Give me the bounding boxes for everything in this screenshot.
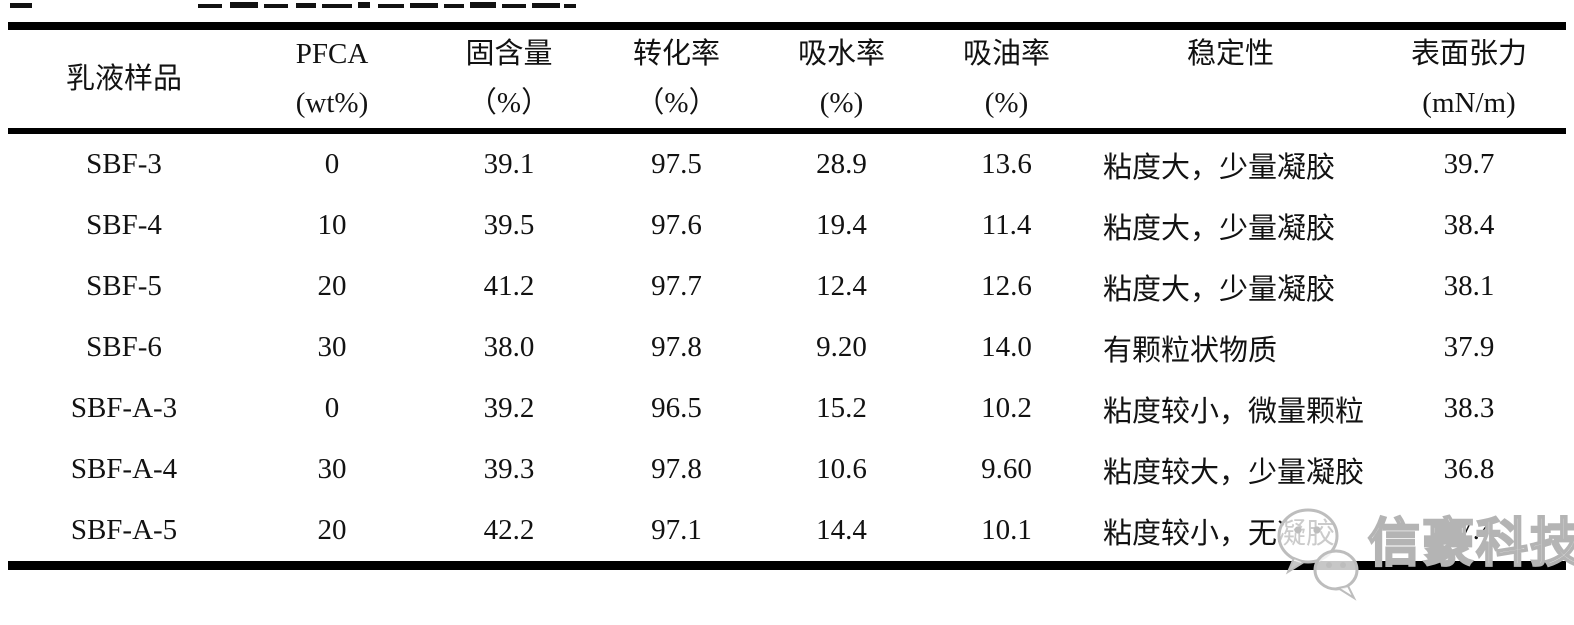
cell-sample: SBF-4 (86, 209, 162, 241)
table-row: SBF-A-4 30 39.3 97.8 10.6 9.60 粘度较大，少量凝胶… (8, 439, 1566, 500)
cell-pfca: 30 (317, 331, 347, 363)
cell-oil-absorption: 13.6 (981, 148, 1032, 180)
cell-stability: 粘度较小，无凝胶 (1103, 517, 1336, 550)
cell-conversion: 97.5 (651, 148, 702, 180)
cell-conversion: 97.7 (651, 270, 702, 302)
cell-solid-content: 39.2 (483, 392, 535, 424)
table-row: SBF-3 0 39.1 97.5 28.9 13.6 粘度大，少量凝胶 39.… (8, 131, 1566, 195)
cell-surface-tension: 37.4 (1443, 514, 1495, 546)
cell-pfca: 10 (317, 209, 347, 241)
cell-water-absorption: 9.20 (816, 331, 867, 363)
cell-conversion: 97.8 (651, 453, 702, 485)
cell-solid-content: 42.2 (483, 514, 535, 546)
cell-surface-tension: 39.7 (1443, 148, 1495, 180)
cell-oil-absorption: 14.0 (981, 331, 1032, 363)
cell-sample: SBF-A-5 (70, 514, 178, 546)
cell-conversion: 97.1 (651, 514, 702, 546)
cell-stability: 粘度大，少量凝胶 (1103, 212, 1336, 245)
cell-conversion: 97.8 (651, 331, 702, 363)
cell-water-absorption: 19.4 (816, 209, 867, 241)
cell-stability: 粘度较大，少量凝胶 (1103, 456, 1365, 489)
cell-water-absorption: 28.9 (816, 148, 867, 180)
col-header-water-absorption: 吸水率 (%) (797, 38, 885, 119)
cell-pfca: 30 (317, 453, 347, 485)
col-header-oil-absorption: 吸油率 (%) (962, 38, 1050, 119)
cell-oil-absorption: 10.1 (981, 514, 1032, 546)
table-header-row: 乳液样品 PFCA (wt%) 固含量 （%） 转化率 （%） 吸水率 (%) 吸油率(… (8, 26, 1566, 131)
cell-water-absorption: 12.4 (816, 270, 867, 302)
table-row: SBF-5 20 41.2 97.7 12.4 12.6 粘度大，少量凝胶 38… (8, 256, 1566, 317)
cell-water-absorption: 14.4 (816, 514, 867, 546)
cell-surface-tension: 36.8 (1443, 453, 1495, 485)
cell-surface-tension: 37.9 (1443, 331, 1495, 363)
cell-solid-content: 41.2 (483, 270, 535, 302)
cell-stability: 粘度大，少量凝胶 (1103, 273, 1336, 306)
cell-oil-absorption: 10.2 (981, 392, 1032, 424)
cell-stability: 粘度大，少量凝胶 (1103, 151, 1336, 184)
cell-pfca: 0 (324, 392, 340, 424)
col-header-sample: 乳液样品 (8, 26, 240, 131)
cell-water-absorption: 10.6 (816, 453, 867, 485)
cell-water-absorption: 15.2 (816, 392, 867, 424)
table-row: SBF-A-5 20 42.2 97.1 14.4 10.1 粘度较小，无凝胶 … (8, 500, 1566, 566)
clipped-title-fragments (0, 0, 1574, 9)
col-header-surface-tension: 表面张力 (mN/m) (1410, 38, 1527, 119)
cell-sample: SBF-5 (86, 270, 162, 302)
table-row: SBF-A-3 0 39.2 96.5 15.2 10.2 粘度较小，微量颗粒 … (8, 378, 1566, 439)
cell-oil-absorption: 11.4 (981, 209, 1032, 241)
cell-stability: 粘度较小，微量颗粒 (1103, 395, 1365, 428)
cell-solid-content: 39.5 (483, 209, 535, 241)
cell-sample: SBF-A-4 (70, 453, 178, 485)
col-header-sample-label: 乳液样品 (65, 62, 182, 95)
cell-oil-absorption: 9.60 (981, 453, 1032, 485)
cell-sample: SBF-A-3 (70, 392, 178, 424)
cell-solid-content: 39.3 (483, 453, 535, 485)
col-header-stability: 稳定性 (1186, 38, 1274, 70)
col-header-conversion: 转化率 （%） (632, 38, 720, 119)
cell-pfca: 0 (324, 148, 340, 180)
table-row: SBF-6 30 38.0 97.8 9.20 14.0 有颗粒状物质 37.9 (8, 317, 1566, 378)
cell-pfca: 20 (317, 514, 347, 546)
cell-pfca: 20 (317, 270, 347, 302)
cell-conversion: 96.5 (651, 392, 702, 424)
col-header-pfca: PFCA (wt%) (295, 38, 369, 119)
table-row: SBF-4 10 39.5 97.6 19.4 11.4 粘度大，少量凝胶 38… (8, 195, 1566, 256)
cell-solid-content: 38.0 (483, 331, 535, 363)
col-header-solid-content: 固含量 （%） (465, 38, 553, 119)
cell-conversion: 97.6 (651, 209, 702, 241)
cell-oil-absorption: 12.6 (981, 270, 1032, 302)
results-table: 乳液样品 PFCA (wt%) 固含量 （%） 转化率 （%） 吸水率 (%) 吸油率(… (8, 22, 1566, 570)
cell-surface-tension: 38.3 (1443, 392, 1495, 424)
cell-surface-tension: 38.1 (1443, 270, 1495, 302)
cell-stability: 有颗粒状物质 (1103, 334, 1278, 367)
cell-sample: SBF-6 (86, 331, 162, 363)
cell-surface-tension: 38.4 (1443, 209, 1495, 241)
cell-sample: SBF-3 (86, 148, 162, 180)
cell-solid-content: 39.1 (483, 148, 535, 180)
